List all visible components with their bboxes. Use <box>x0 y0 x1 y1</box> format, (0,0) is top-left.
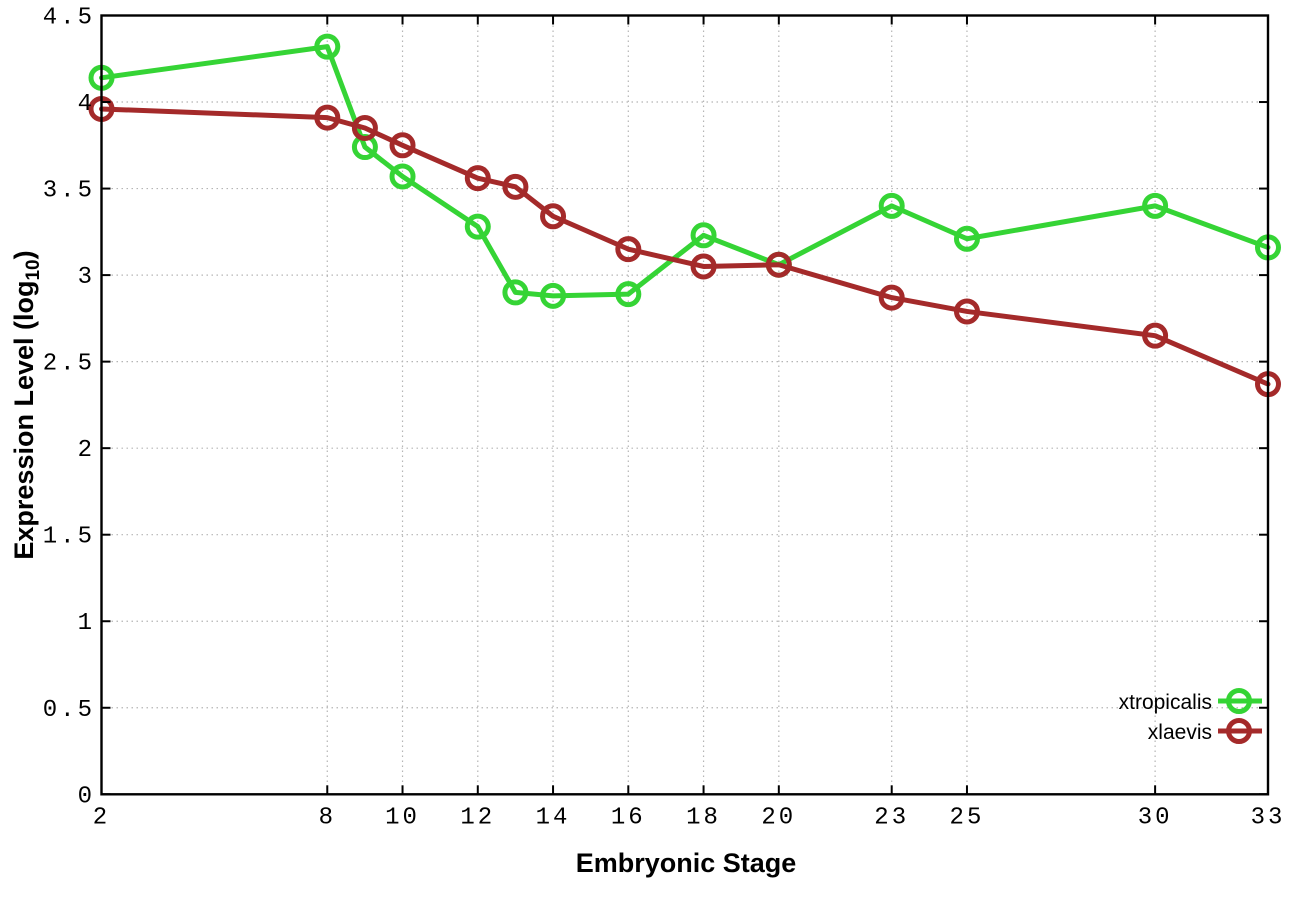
x-tick-label: 23 <box>874 804 909 831</box>
data-point-marker-xlaevis <box>314 104 341 131</box>
series-layer <box>88 33 1281 398</box>
legend: xtropicalis xlaevis <box>1119 688 1262 744</box>
data-point-marker-xlaevis <box>1142 322 1169 349</box>
y-tick-label: 0.5 <box>43 697 95 724</box>
x-tick-label: 25 <box>950 804 985 831</box>
data-point-marker-xtropicalis <box>690 222 717 249</box>
x-tick-label: 10 <box>385 804 420 831</box>
data-point-marker-xtropicalis <box>953 225 980 252</box>
data-point-marker-xlaevis <box>765 251 792 278</box>
tick-layer <box>100 14 1269 796</box>
legend-entry-xlaevis: xlaevis <box>1148 718 1262 744</box>
x-tick-label: 18 <box>686 804 721 831</box>
data-point-marker-xtropicalis <box>1142 192 1169 219</box>
y-axis-title: Expression Level (log10) <box>9 250 44 559</box>
data-point-marker-xlaevis <box>389 132 416 159</box>
y-tick-label: 1 <box>78 610 95 637</box>
x-tick-label: 30 <box>1138 804 1173 831</box>
data-point-marker-xtropicalis <box>615 281 642 308</box>
data-point-marker-xtropicalis <box>540 282 567 309</box>
legend-marker-xlaevis <box>1226 718 1252 744</box>
x-tick-label: 12 <box>460 804 495 831</box>
x-tick-label: 33 <box>1251 804 1286 831</box>
x-tick-label: 14 <box>536 804 571 831</box>
plot-frame-layer <box>100 14 1270 796</box>
data-point-marker-xlaevis <box>690 253 717 280</box>
data-point-marker-xtropicalis <box>389 163 416 190</box>
legend-entry-xtropicalis: xtropicalis <box>1119 688 1262 714</box>
y-tick-label: 1.5 <box>43 524 95 551</box>
y-axis-title-main: Expression Level (log <box>9 281 39 560</box>
plot-border <box>100 14 1270 796</box>
data-point-marker-xlaevis <box>953 298 980 325</box>
data-point-marker-xlaevis <box>615 236 642 263</box>
x-tick-label: 8 <box>319 804 336 831</box>
y-tick-label: 3.5 <box>43 178 95 205</box>
series-line-xtropicalis <box>99 44 1271 299</box>
series-xlaevis <box>88 95 1281 398</box>
series-line-xlaevis <box>99 106 1271 387</box>
series-xtropicalis <box>88 33 1281 309</box>
x-axis-title: Embryonic Stage <box>576 848 797 878</box>
data-point-marker-xlaevis <box>502 173 529 200</box>
y-tick-label: 0 <box>78 783 95 810</box>
grid-layer <box>100 14 1269 795</box>
data-point-marker-xlaevis <box>351 114 378 141</box>
data-point-marker-xlaevis <box>540 203 567 230</box>
legend-label-xlaevis: xlaevis <box>1148 721 1212 744</box>
data-point-marker-xtropicalis <box>502 279 529 306</box>
x-tick-label: 2 <box>93 804 110 831</box>
data-point-marker-xtropicalis <box>464 213 491 240</box>
y-tick-label: 4 <box>78 91 95 118</box>
x-tick-label: 20 <box>761 804 796 831</box>
y-tick-label: 3 <box>78 264 95 291</box>
x-tick-label: 16 <box>611 804 646 831</box>
data-point-marker-xtropicalis <box>878 192 905 219</box>
data-point-marker-xlaevis <box>878 284 905 311</box>
tick-label-layer: 2 8 10 12 14 16 18 20 23 25 30 33 0 0.5 1 1.5 2 2.5 3 3.5 4 4… <box>43 5 1286 832</box>
y-tick-label: 2.5 <box>43 351 95 378</box>
data-point-marker-xtropicalis <box>314 33 341 60</box>
y-axis-title-close: ) <box>9 250 39 259</box>
y-tick-label: 2 <box>78 437 95 464</box>
data-point-marker-xlaevis <box>464 165 491 192</box>
legend-marker-xtropicalis <box>1226 688 1252 714</box>
legend-label-xtropicalis: xtropicalis <box>1119 691 1212 714</box>
y-tick-label: 4.5 <box>43 5 95 32</box>
y-axis-title-subscript: 10 <box>23 259 44 280</box>
